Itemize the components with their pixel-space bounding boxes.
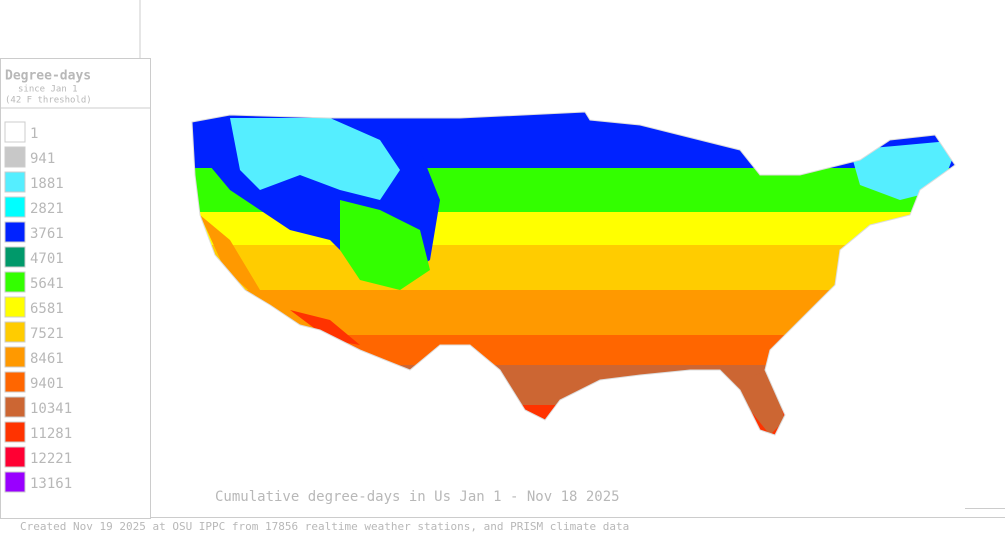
us-outline: [191, 111, 956, 436]
legend-label: 941: [30, 151, 55, 167]
map: [192, 112, 955, 435]
legend-note: (42 F threshold): [5, 96, 92, 106]
legend-label: 9401: [30, 376, 64, 392]
legend-swatch: [4, 121, 26, 143]
footer: Created Nov 19 2025 at OSU IPPC from 178…: [20, 520, 629, 533]
legend-subtitle: since Jan 1: [18, 85, 78, 95]
map-band: [192, 405, 955, 435]
legend-label: 7521: [30, 326, 64, 342]
legend-label: 10341: [30, 401, 72, 417]
map-region: [230, 118, 400, 200]
map-region: [290, 310, 360, 345]
map-caption: Cumulative degree-days in Us Jan 1 - Nov…: [215, 489, 620, 505]
legend-label: 8461: [30, 351, 64, 367]
legend-swatch: [4, 146, 26, 168]
legend-label: 5641: [30, 276, 64, 292]
legend-swatch: [4, 346, 26, 368]
legend-swatch: [4, 171, 26, 193]
legend-swatch: [4, 421, 26, 443]
legend-label: 4701: [30, 251, 64, 267]
map-band: [192, 335, 955, 365]
legend-swatch: [4, 446, 26, 468]
legend-label: 11281: [30, 426, 72, 442]
map-region: [340, 200, 430, 290]
legend-swatch: [4, 246, 26, 268]
map-band: [192, 245, 955, 290]
map-region: [200, 215, 330, 340]
legend-title: Degree-days: [5, 69, 91, 84]
legend-swatch: [4, 471, 26, 493]
legend-label: 6581: [30, 301, 64, 317]
legend-label: 1881: [30, 176, 64, 192]
legend-swatch: [4, 196, 26, 218]
map-band: [192, 365, 955, 405]
legend-label: 3761: [30, 226, 64, 242]
legend-label: 2821: [30, 201, 64, 217]
legend-swatch: [4, 371, 26, 393]
legend-swatch: [4, 321, 26, 343]
legend-swatch: [4, 221, 26, 243]
legend-label: 1: [30, 126, 38, 142]
legend-panel: [0, 58, 151, 519]
legend-swatch: [4, 271, 26, 293]
legend-swatch: [4, 396, 26, 418]
legend-label: 12221: [30, 451, 72, 467]
legend-swatch: [4, 296, 26, 318]
legend-label: 13161: [30, 476, 72, 492]
